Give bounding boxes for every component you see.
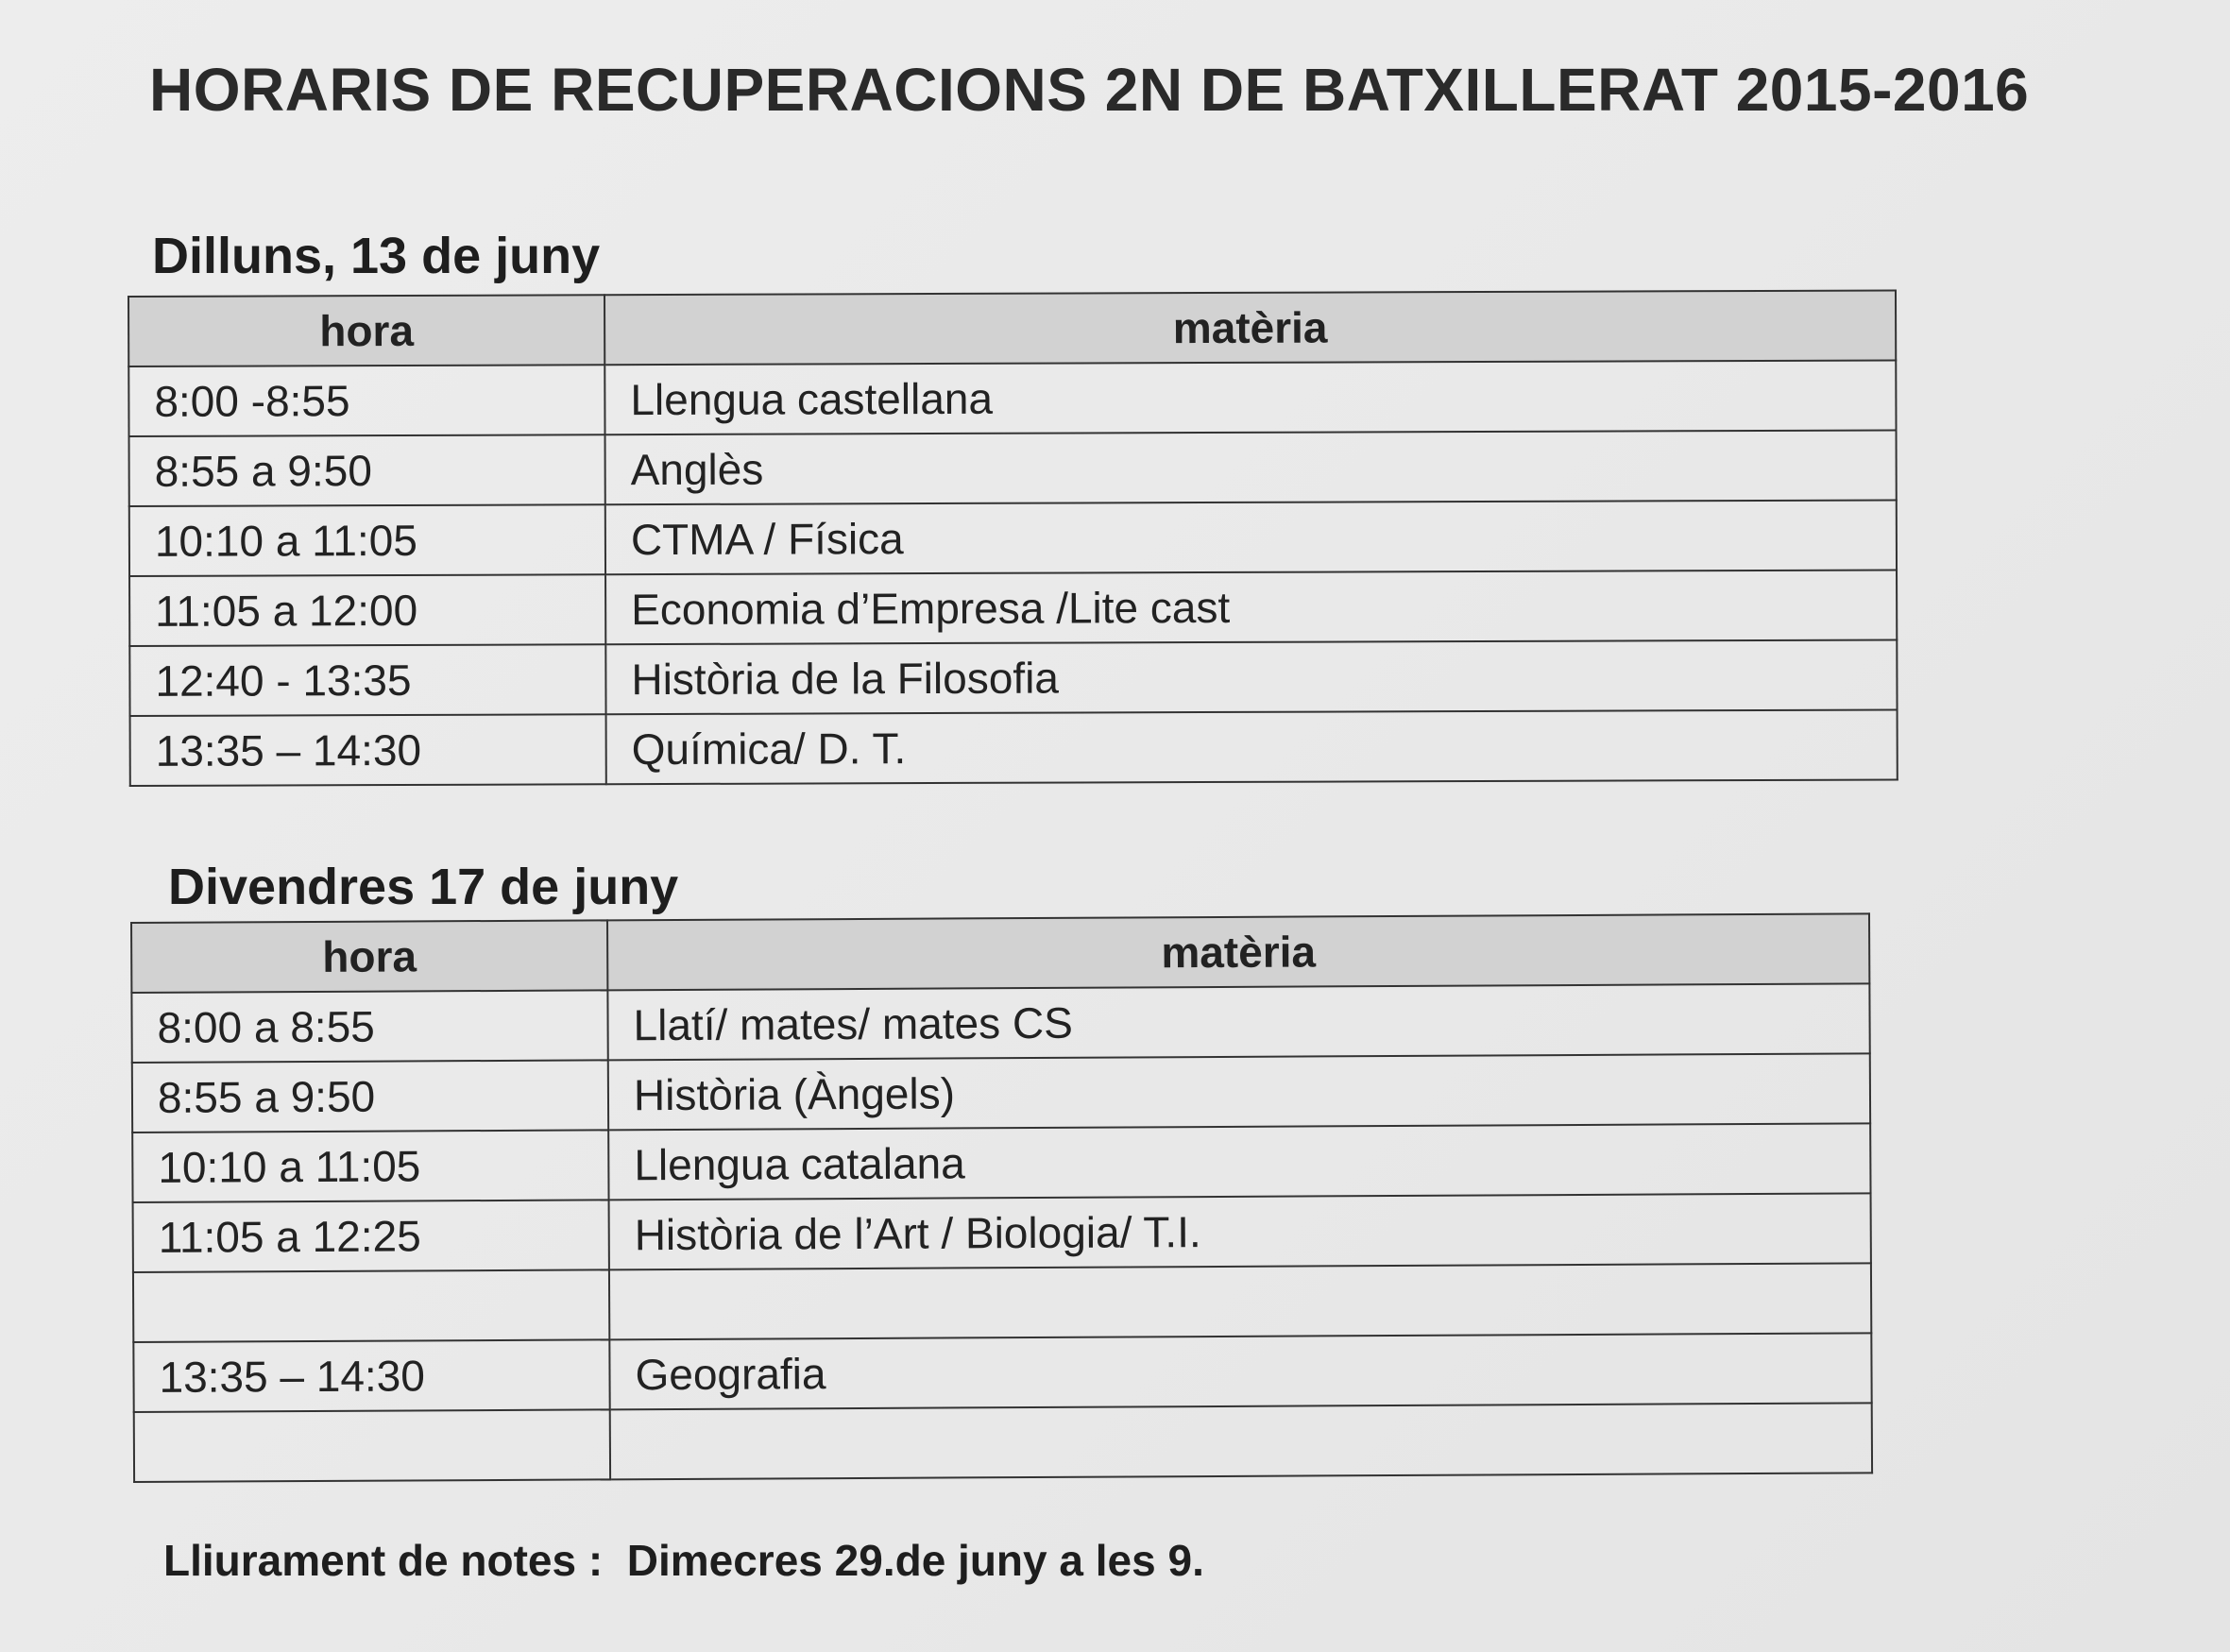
- cell-materia: Llatí/ mates/ mates CS: [607, 983, 1870, 1061]
- cell-materia: Història (Àngels): [607, 1053, 1871, 1131]
- page-title: HORARIS DE RECUPERACIONS 2N DE BATXILLER…: [149, 56, 2030, 124]
- column-header-hora: hora: [131, 920, 608, 993]
- cell-hora: 10:10 a 11:05: [128, 504, 606, 576]
- cell-hora: 11:05 a 12:00: [129, 574, 606, 646]
- cell-hora: [132, 1269, 610, 1342]
- cell-hora: 12:40 - 13:35: [129, 644, 606, 716]
- cell-materia: [609, 1403, 1873, 1480]
- grade-delivery-note: Lliurament de notes : Dimecres 29.de jun…: [163, 1535, 1204, 1586]
- table-row: 10:10 a 11:05 Llengua catalana: [132, 1123, 1871, 1202]
- footer-value: Dimecres 29.de juny a les 9.: [626, 1536, 1204, 1585]
- cell-materia: Història de la Filosofia: [605, 639, 1898, 715]
- table-row: 11:05 a 12:00 Economia d’Empresa /Lite ca…: [129, 570, 1898, 646]
- cell-hora: 13:35 – 14:30: [133, 1339, 610, 1412]
- cell-materia: Llengua catalana: [608, 1123, 1871, 1201]
- table-row: 12:40 - 13:35 Història de la Filosofia: [129, 639, 1898, 716]
- cell-materia: Geografia: [609, 1333, 1872, 1410]
- schedule-table-monday: hora matèria 8:00 -8:55 Llengua castellan…: [128, 289, 1898, 787]
- cell-hora: 8:00 -8:55: [128, 365, 605, 436]
- table-row: 8:55 a 9:50 Anglès: [128, 430, 1897, 506]
- cell-materia: Química/ D. T.: [605, 709, 1898, 785]
- column-header-materia: matèria: [604, 290, 1897, 366]
- table-row: 11:05 a 12:25 Història de l’Art / Biologi…: [132, 1193, 1871, 1272]
- table-row: 8:00 a 8:55 Llatí/ mates/ mates CS: [131, 983, 1870, 1063]
- table-row-empty: [132, 1263, 1872, 1342]
- schedule-table-friday: hora matèria 8:00 a 8:55 Llatí/ mates/ ma…: [130, 912, 1873, 1483]
- cell-hora: 8:55 a 9:50: [128, 434, 605, 506]
- cell-hora: 11:05 a 12:25: [132, 1200, 609, 1272]
- cell-hora: 13:35 – 14:30: [129, 714, 606, 786]
- table-row: 10:10 a 11:05 CTMA / Física: [128, 500, 1898, 576]
- table-row: 13:35 – 14:30 Química/ D. T.: [129, 709, 1898, 786]
- cell-materia: Història de l’Art / Biologia/ T.I.: [608, 1193, 1871, 1270]
- day-heading-friday: Divendres 17 de juny: [168, 859, 679, 915]
- table-header-row: hora matèria: [128, 290, 1897, 366]
- column-header-materia: matèria: [606, 913, 1870, 991]
- table-row-empty: [133, 1403, 1873, 1482]
- cell-hora: 10:10 a 11:05: [132, 1130, 609, 1202]
- cell-materia: [608, 1263, 1872, 1340]
- table-row: 8:00 -8:55 Llengua castellana: [128, 360, 1897, 436]
- cell-materia: Economia d’Empresa /Lite cast: [605, 570, 1898, 645]
- day-heading-monday: Dilluns, 13 de juny: [152, 228, 601, 284]
- footer-label: Lliurament de notes :: [163, 1536, 604, 1585]
- cell-materia: CTMA / Física: [604, 500, 1898, 575]
- cell-hora: [133, 1409, 611, 1482]
- cell-hora: 8:55 a 9:50: [131, 1060, 609, 1133]
- cell-materia: Anglès: [604, 430, 1897, 505]
- table-header-row: hora matèria: [131, 913, 1870, 993]
- table-row: 8:55 a 9:50 Història (Àngels): [131, 1053, 1871, 1133]
- cell-hora: 8:00 a 8:55: [131, 990, 608, 1063]
- column-header-hora: hora: [128, 295, 605, 366]
- table-row: 13:35 – 14:30 Geografia: [133, 1333, 1872, 1412]
- cell-materia: Llengua castellana: [604, 360, 1897, 435]
